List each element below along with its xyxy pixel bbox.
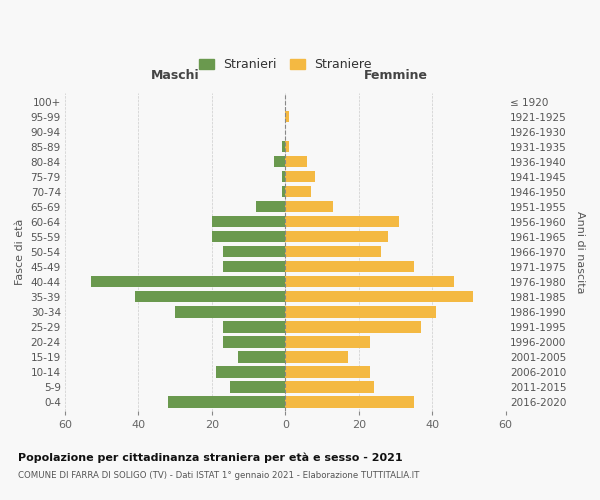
Bar bbox=[286, 201, 333, 212]
Bar bbox=[238, 352, 286, 362]
Legend: Stranieri, Straniere: Stranieri, Straniere bbox=[195, 54, 376, 75]
Bar bbox=[281, 171, 286, 182]
Bar bbox=[223, 322, 286, 332]
Bar bbox=[212, 216, 286, 228]
Text: COMUNE DI FARRA DI SOLIGO (TV) - Dati ISTAT 1° gennaio 2021 - Elaborazione TUTTI: COMUNE DI FARRA DI SOLIGO (TV) - Dati IS… bbox=[18, 471, 419, 480]
Bar bbox=[286, 352, 348, 362]
Bar bbox=[215, 366, 286, 378]
Bar bbox=[286, 366, 370, 378]
Bar bbox=[286, 291, 473, 302]
Bar bbox=[168, 396, 286, 407]
Bar bbox=[230, 382, 286, 392]
Bar bbox=[256, 201, 286, 212]
Bar bbox=[281, 141, 286, 152]
Bar bbox=[286, 382, 374, 392]
Text: Femmine: Femmine bbox=[364, 69, 428, 82]
Bar bbox=[286, 306, 436, 318]
Bar bbox=[91, 276, 286, 287]
Bar bbox=[286, 216, 399, 228]
Bar bbox=[286, 141, 289, 152]
Bar bbox=[286, 396, 414, 407]
Y-axis label: Fasce di età: Fasce di età bbox=[15, 218, 25, 285]
Bar bbox=[175, 306, 286, 318]
Bar bbox=[135, 291, 286, 302]
Bar bbox=[223, 246, 286, 258]
Bar bbox=[286, 246, 381, 258]
Bar bbox=[286, 231, 388, 242]
Bar bbox=[281, 186, 286, 198]
Bar bbox=[286, 171, 315, 182]
Bar bbox=[223, 336, 286, 347]
Text: Popolazione per cittadinanza straniera per età e sesso - 2021: Popolazione per cittadinanza straniera p… bbox=[18, 452, 403, 463]
Bar bbox=[212, 231, 286, 242]
Bar bbox=[286, 156, 307, 168]
Text: Maschi: Maschi bbox=[151, 69, 199, 82]
Bar bbox=[274, 156, 286, 168]
Bar bbox=[286, 276, 454, 287]
Bar bbox=[286, 336, 370, 347]
Bar bbox=[286, 111, 289, 122]
Bar bbox=[286, 322, 421, 332]
Bar bbox=[286, 261, 414, 272]
Bar bbox=[286, 186, 311, 198]
Y-axis label: Anni di nascita: Anni di nascita bbox=[575, 210, 585, 293]
Bar bbox=[223, 261, 286, 272]
